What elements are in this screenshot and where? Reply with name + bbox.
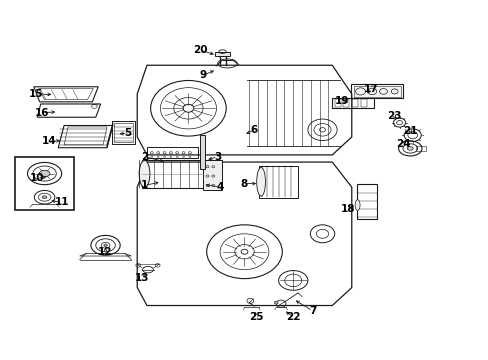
Text: 15: 15 xyxy=(28,89,43,99)
Text: 23: 23 xyxy=(386,111,401,121)
Bar xyxy=(15,157,74,211)
Ellipse shape xyxy=(354,200,359,211)
Text: 7: 7 xyxy=(308,306,316,316)
Bar xyxy=(114,123,133,142)
Text: 25: 25 xyxy=(249,312,264,322)
Bar xyxy=(112,121,135,144)
Text: 16: 16 xyxy=(35,108,49,118)
Bar xyxy=(199,135,205,169)
Ellipse shape xyxy=(256,167,265,196)
Text: 24: 24 xyxy=(395,139,409,149)
Bar xyxy=(350,84,403,98)
Bar xyxy=(331,98,373,108)
Text: 20: 20 xyxy=(193,45,207,55)
Text: 11: 11 xyxy=(54,197,69,207)
Bar xyxy=(259,166,298,198)
Bar xyxy=(215,52,229,56)
Text: 10: 10 xyxy=(30,173,44,183)
Text: 4: 4 xyxy=(216,182,224,192)
Ellipse shape xyxy=(39,170,50,177)
Ellipse shape xyxy=(274,301,278,304)
Text: 13: 13 xyxy=(135,273,149,283)
Text: 2: 2 xyxy=(141,152,148,162)
Text: 21: 21 xyxy=(402,126,417,135)
Text: 12: 12 xyxy=(98,247,113,257)
Text: 6: 6 xyxy=(250,125,257,135)
Ellipse shape xyxy=(139,161,150,187)
Text: 22: 22 xyxy=(285,312,300,322)
Text: 3: 3 xyxy=(214,152,221,162)
Bar xyxy=(147,147,198,158)
Bar xyxy=(360,99,366,107)
Bar xyxy=(343,99,348,107)
Text: 5: 5 xyxy=(123,129,131,138)
Ellipse shape xyxy=(407,147,412,150)
Text: 19: 19 xyxy=(334,96,348,106)
Bar xyxy=(334,99,340,107)
Bar xyxy=(142,160,221,188)
Bar xyxy=(203,159,221,190)
Ellipse shape xyxy=(42,196,47,199)
Text: 1: 1 xyxy=(141,180,148,190)
Text: 14: 14 xyxy=(42,136,57,146)
Text: 9: 9 xyxy=(199,70,206,80)
Bar xyxy=(415,145,425,151)
Text: 17: 17 xyxy=(363,84,378,94)
Text: 8: 8 xyxy=(241,179,247,189)
Polygon shape xyxy=(107,123,113,148)
Bar xyxy=(356,184,376,220)
Text: 18: 18 xyxy=(340,204,354,215)
Bar xyxy=(353,86,400,97)
Ellipse shape xyxy=(103,244,107,247)
Bar xyxy=(351,99,357,107)
